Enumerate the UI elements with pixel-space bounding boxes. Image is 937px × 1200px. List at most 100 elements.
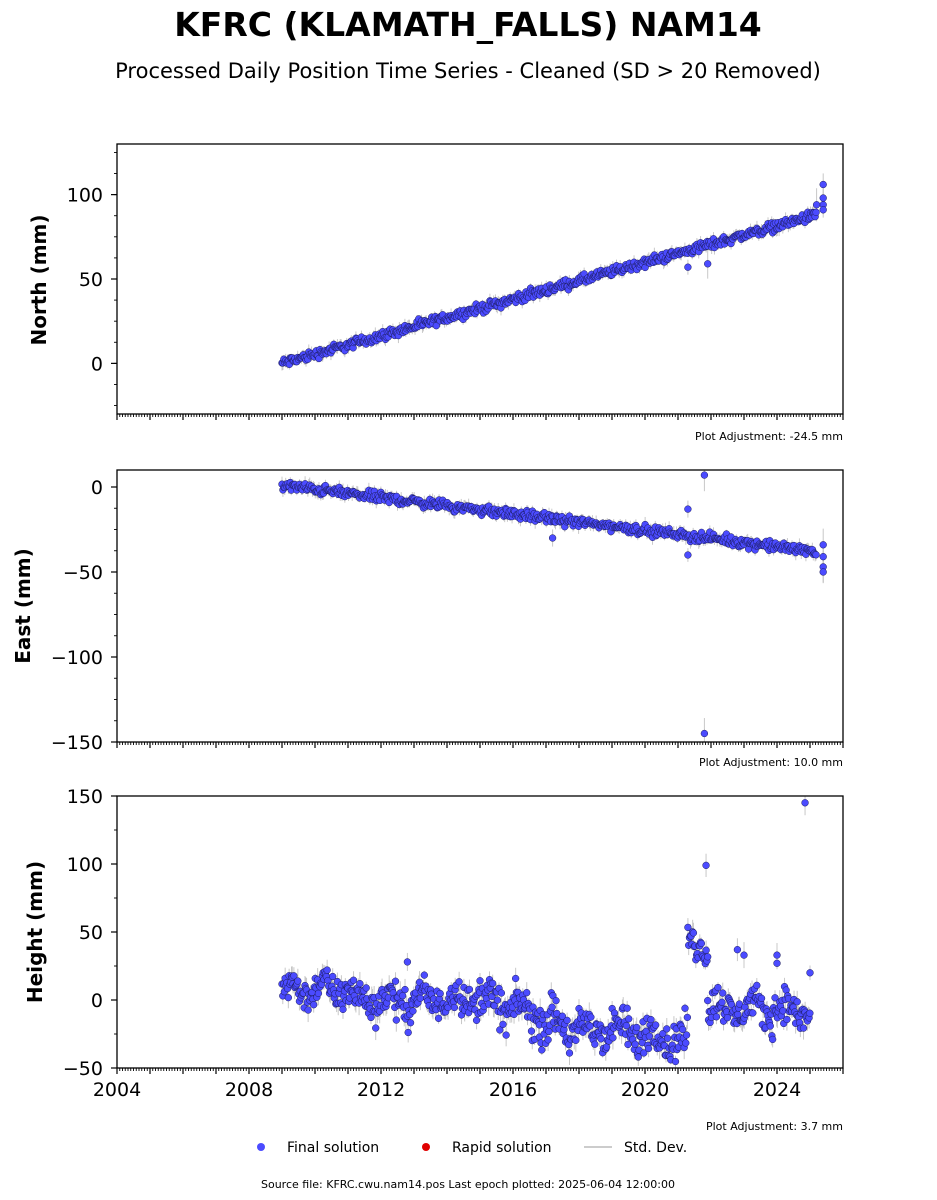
height-data-point [647,1015,655,1024]
height-data-point [489,979,497,988]
height-data-point [733,946,742,954]
height-data-point [434,1014,443,1022]
height-data-point [704,996,712,1005]
height-data-point [718,998,726,1006]
height-data-point [372,1024,380,1032]
height-data-point [631,1040,639,1048]
height-data-point [652,1021,660,1029]
east-data-point [819,541,827,549]
north-y-ticks: 0 50 100 [67,151,117,407]
east-data-point [684,505,692,513]
height-data-point [714,983,722,992]
east-y-tick-label: −50 [63,562,103,584]
east-plot-area [278,470,827,742]
north-points [278,180,827,369]
height-data-point [511,974,520,983]
north-data-point [812,208,820,216]
height-x-tick-label: 2008 [225,1079,273,1101]
height-data-point [497,989,506,997]
height-data-point [702,861,710,870]
legend-std-label: Std. Dev. [624,1140,687,1156]
height-data-point [538,1046,546,1054]
height-data-point [591,1040,599,1048]
height-data-point [544,1036,552,1044]
east-y-tick-label: 0 [91,477,103,499]
height-data-point [684,923,692,932]
height-data-point [565,1049,574,1057]
height-data-point [689,929,698,937]
height-data-point [793,998,801,1006]
height-data-point [783,1015,791,1024]
height-x-tick-label: 2020 [621,1079,669,1101]
height-data-point [663,1034,672,1042]
height-data-point [552,997,560,1005]
height-data-point [294,977,302,985]
height-data-point [663,1025,671,1033]
legend-rapid-label: Rapid solution [452,1140,552,1156]
height-data-point [625,1015,633,1023]
source-text: Source file: KFRC.cwu.nam14.pos Last epo… [261,1178,675,1191]
height-data-point [682,1031,691,1039]
height-data-point [623,1004,631,1012]
height-data-point [404,1028,412,1037]
legend-final-marker [257,1143,265,1151]
height-data-point [356,979,364,988]
height-data-point [678,1025,687,1034]
height-data-point [806,1009,814,1017]
north-data-point [704,260,712,268]
height-axis-label: Height (mm) [23,861,47,1003]
height-data-point [734,1010,742,1019]
height-data-point [719,989,727,997]
east-points [278,471,827,738]
height-data-point [753,981,761,990]
height-y-tick-label: 150 [67,786,103,808]
height-x-ticks: 2004 2008 2012 2016 2020 2024 [93,1068,844,1101]
east-data-point [700,729,709,738]
height-data-point [624,1040,632,1049]
east-y-ticks: 0 −50 −100 −150 [51,477,117,754]
height-data-point [644,1044,653,1053]
legend-final-label: Final solution [287,1140,379,1156]
north-y-tick-label: 100 [67,185,103,207]
height-points [278,799,814,1066]
height-data-point [597,1035,605,1043]
height-data-point [723,1014,732,1022]
height-data-point [403,958,412,966]
height-data-point [367,1013,375,1022]
height-x-tick-label: 2016 [489,1079,537,1101]
north-x-ticks [116,414,844,420]
height-data-point [683,1013,692,1022]
height-y-tick-label: −50 [63,1058,103,1080]
height-data-point [773,951,781,959]
height-data-point [545,1027,553,1036]
height-data-point [768,1035,777,1044]
height-plot-area [278,796,814,1068]
height-data-point [416,994,424,1002]
height-data-point [523,989,531,997]
height-data-point [392,1016,400,1024]
height-data-point [671,1057,680,1066]
height-data-point [339,1005,347,1014]
height-data-point [409,1007,417,1015]
east-y-tick-label: −150 [51,732,103,754]
height-data-point [702,946,710,954]
height-data-point [499,1020,507,1028]
chart-title: KFRC (KLAMATH_FALLS) NAM14 [174,5,762,44]
height-data-point [697,939,706,948]
east-data-point [548,534,557,542]
east-panel: 0 −50 −100 −150 [51,469,844,754]
east-data-point [700,471,709,479]
height-data-point [496,1026,504,1034]
height-data-point [757,994,766,1003]
height-data-point [609,1034,617,1042]
legend-rapid-marker [422,1143,430,1151]
height-data-point [586,1022,594,1030]
height-data-point [645,1032,654,1040]
height-data-point [558,1012,567,1020]
north-data-point [812,201,821,209]
height-plot-adjustment: Plot Adjustment: 3.7 mm [706,1120,843,1133]
height-data-point [587,1013,595,1021]
legend: Final solution Rapid solution Std. Dev. [257,1140,687,1156]
height-data-point [314,989,323,998]
